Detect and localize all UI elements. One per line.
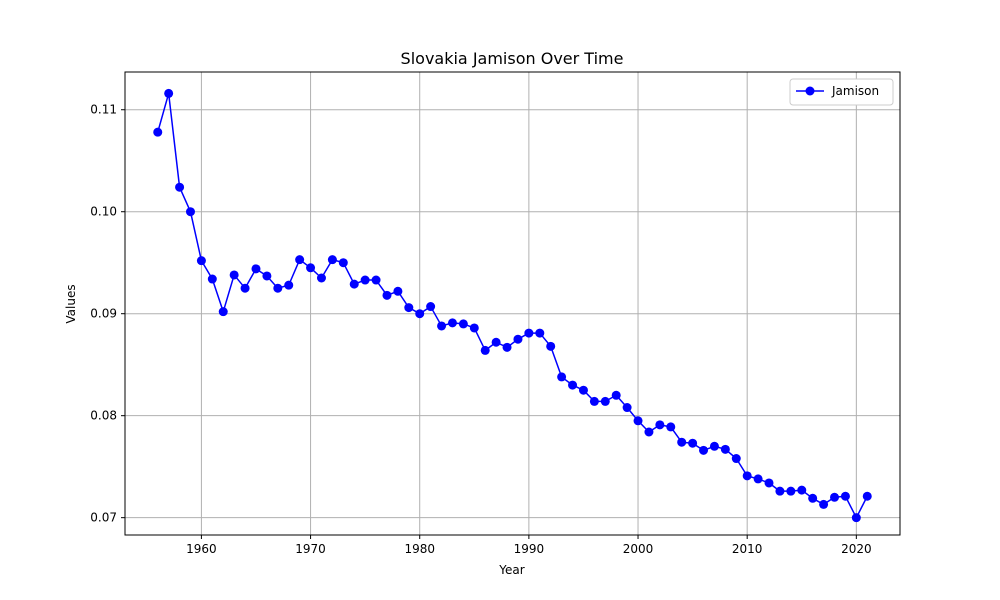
data-point xyxy=(207,274,217,284)
data-point xyxy=(469,323,479,333)
chart-title: Slovakia Jamison Over Time xyxy=(401,49,624,68)
y-tick-label: 0.09 xyxy=(90,307,117,321)
data-point xyxy=(240,283,250,293)
legend-label: Jamison xyxy=(831,84,879,98)
data-point xyxy=(306,263,316,273)
data-point xyxy=(404,303,414,313)
data-point xyxy=(830,492,840,502)
data-point xyxy=(578,385,588,395)
data-point xyxy=(786,486,796,496)
x-tick-label: 1990 xyxy=(514,542,545,556)
data-point xyxy=(753,474,763,484)
data-point xyxy=(251,264,261,274)
x-tick-label: 1970 xyxy=(295,542,326,556)
data-point xyxy=(349,279,359,289)
data-point xyxy=(535,328,545,338)
x-axis-label: Year xyxy=(498,563,524,577)
data-point xyxy=(688,438,698,448)
data-point xyxy=(338,258,348,268)
data-point xyxy=(644,427,654,437)
legend: Jamison xyxy=(789,78,894,106)
data-point xyxy=(655,420,665,430)
y-tick-label: 0.07 xyxy=(90,511,117,525)
y-axis: 0.07 0.08 0.09 0.10 0.11 xyxy=(90,103,125,525)
data-point xyxy=(295,255,305,265)
y-axis-label: Values xyxy=(64,284,78,323)
data-point xyxy=(568,380,578,390)
grid-lines xyxy=(125,72,900,535)
data-point xyxy=(546,341,556,351)
data-point xyxy=(284,280,294,290)
legend-box xyxy=(789,78,894,106)
data-point xyxy=(622,403,632,413)
data-point xyxy=(764,478,774,488)
y-tick-label: 0.08 xyxy=(90,409,117,423)
data-point xyxy=(742,471,752,481)
data-point xyxy=(611,390,621,400)
data-point xyxy=(316,273,326,283)
data-point xyxy=(731,454,741,464)
data-point xyxy=(709,441,719,451)
data-point xyxy=(808,493,818,503)
data-point xyxy=(480,345,490,355)
data-point xyxy=(502,342,512,352)
x-tick-label: 2020 xyxy=(841,542,872,556)
data-point xyxy=(360,275,370,285)
y-tick-label: 0.10 xyxy=(90,205,117,219)
data-point xyxy=(196,256,206,266)
data-point xyxy=(164,88,174,98)
data-point xyxy=(175,182,185,192)
data-point xyxy=(327,255,337,265)
data-point xyxy=(185,207,195,217)
x-tick-label: 2000 xyxy=(623,542,654,556)
data-point xyxy=(589,396,599,406)
data-point xyxy=(720,444,730,454)
data-point xyxy=(218,307,228,317)
x-tick-label: 2010 xyxy=(732,542,763,556)
data-point xyxy=(699,445,709,455)
data-point xyxy=(447,318,457,328)
data-point xyxy=(437,321,447,331)
data-point xyxy=(851,513,861,523)
data-point xyxy=(862,491,872,501)
data-point xyxy=(273,283,283,293)
series-layer xyxy=(153,88,872,523)
legend-marker xyxy=(805,86,815,96)
data-point xyxy=(524,328,534,338)
data-point xyxy=(491,337,501,347)
data-point xyxy=(229,270,239,280)
data-point xyxy=(458,319,468,329)
data-point xyxy=(840,491,850,501)
data-point xyxy=(557,372,567,382)
data-point xyxy=(633,416,643,426)
data-point xyxy=(513,334,523,344)
data-point xyxy=(600,396,610,406)
data-point xyxy=(666,422,676,432)
data-point xyxy=(426,302,436,312)
data-point xyxy=(415,309,425,319)
plot-frame xyxy=(124,71,901,536)
y-tick-label: 0.11 xyxy=(90,103,117,117)
x-tick-label: 1980 xyxy=(404,542,435,556)
series-line xyxy=(157,92,868,519)
data-point xyxy=(775,486,785,496)
data-point xyxy=(371,275,381,285)
data-point xyxy=(153,127,163,137)
x-axis: 1960 1970 1980 1990 2000 2010 2020 xyxy=(186,535,872,556)
data-point xyxy=(393,286,403,296)
data-point xyxy=(797,485,807,495)
x-tick-label: 1960 xyxy=(186,542,217,556)
data-point xyxy=(382,290,392,300)
data-point xyxy=(677,437,687,447)
data-point xyxy=(262,271,272,281)
data-point xyxy=(819,499,829,509)
